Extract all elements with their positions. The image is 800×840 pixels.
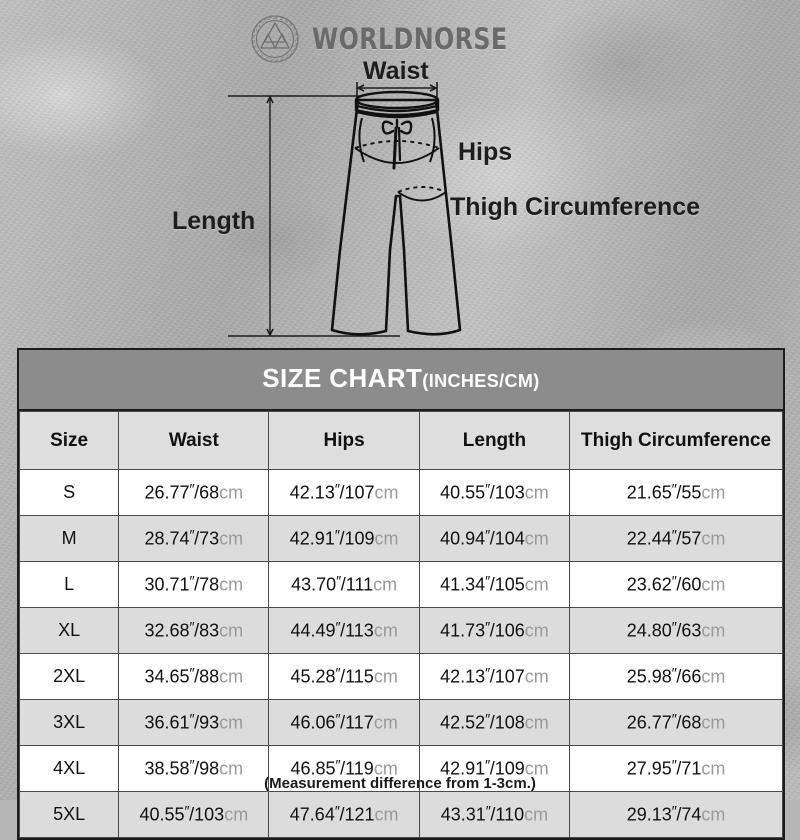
thigh-cell-5xl: 29.13″/74cm	[569, 791, 783, 838]
hips-cell-4xl: 46.85″/119cm	[268, 745, 420, 792]
waist-cell-3xl: 36.61″/93cm	[118, 699, 270, 746]
thigh-label: Thigh Circumference	[450, 193, 701, 221]
waist-cell-s: 26.77″/68cm	[118, 469, 270, 516]
size-cell-5xl: 5XL	[18, 791, 120, 838]
thigh-measure-ellipse	[397, 186, 447, 202]
drawstring-bow	[381, 118, 413, 170]
hips-cell-2xl: 45.28″/115cm	[268, 653, 420, 700]
table-row: 4XL 38.58″/98cm 46.85″/119cm 42.91″/109cm 27…	[18, 745, 783, 792]
table-header-row: Size Waist Hips Length Thigh Circumferen…	[18, 411, 783, 470]
length-cell-4xl: 42.91″/109cm	[418, 745, 571, 792]
size-cell-3xl: 3XL	[18, 699, 120, 746]
column-header-hips: Hips	[268, 411, 420, 470]
column-header-size: Size	[18, 411, 120, 470]
waist-label: Waist	[363, 57, 429, 85]
size-chart-table: Size Waist Hips Length Thigh Circumferen…	[18, 411, 783, 838]
size-chart-title-main: SIZE CHART	[262, 363, 423, 393]
length-cell-l: 41.34″/105cm	[418, 561, 571, 608]
length-label: Length	[172, 207, 256, 235]
thigh-cell-3xl: 26.77″/68cm	[569, 699, 783, 746]
size-cell-m: M	[18, 515, 120, 562]
table-row: M 28.74″/73cm 42.91″/109cm 40.94″/104cm 22.4…	[18, 515, 783, 562]
hips-measure-ellipse	[354, 140, 440, 164]
thigh-cell-l: 23.62″/60cm	[569, 561, 783, 608]
size-chart-title: SIZE CHART(INCHES/CM)	[19, 350, 783, 411]
table-row: 5XL 40.55″/103cm 47.64″/121cm 43.31″/110cm 2…	[18, 791, 783, 838]
waist-cell-2xl: 34.65″/88cm	[118, 653, 270, 700]
length-cell-m: 40.94″/104cm	[418, 515, 571, 562]
hips-cell-xl: 44.49″/113cm	[268, 607, 420, 654]
valknut-logo-icon	[251, 15, 299, 63]
size-cell-s: S	[18, 469, 120, 516]
pants-outline	[330, 98, 462, 336]
column-header-waist: Waist	[118, 411, 270, 470]
table-row: 3XL 36.61″/93cm 46.06″/117cm 42.52″/108cm 26…	[18, 699, 783, 746]
column-header-length: Length	[418, 411, 571, 470]
table-row: 2XL 34.65″/88cm 45.28″/115cm 42.13″/107cm 25…	[18, 653, 783, 700]
hips-cell-3xl: 46.06″/117cm	[268, 699, 420, 746]
waist-cell-5xl: 40.55″/103cm	[118, 791, 270, 838]
thigh-cell-xl: 24.80″/63cm	[569, 607, 783, 654]
waist-cell-l: 30.71″/78cm	[118, 561, 270, 608]
table-row: L 30.71″/78cm 43.70″/111cm 41.34″/105cm 23.6…	[18, 561, 783, 608]
hips-cell-l: 43.70″/111cm	[268, 561, 420, 608]
pants-pockets	[358, 117, 436, 163]
thigh-cell-2xl: 25.98″/66cm	[569, 653, 783, 700]
hips-cell-5xl: 47.64″/121cm	[268, 791, 420, 838]
pants-waistband	[354, 90, 440, 119]
size-cell-xl: XL	[18, 607, 120, 654]
thigh-cell-s: 21.65″/55cm	[569, 469, 783, 516]
size-cell-4xl: 4XL	[18, 745, 120, 792]
length-cell-5xl: 43.31″/110cm	[418, 791, 571, 838]
size-cell-2xl: 2XL	[18, 653, 120, 700]
length-dimension-line	[228, 95, 400, 337]
length-cell-2xl: 42.13″/107cm	[418, 653, 571, 700]
column-header-thigh: Thigh Circumference	[569, 411, 783, 470]
hips-label: Hips	[458, 138, 513, 166]
waist-cell-m: 28.74″/73cm	[118, 515, 270, 562]
brand-header: WORLDNORSE	[0, 14, 800, 64]
size-cell-l: L	[18, 561, 120, 608]
thigh-cell-m: 22.44″/57cm	[569, 515, 783, 562]
size-chart-table-container: SIZE CHART(INCHES/CM) Size Waist Hips Le…	[17, 348, 785, 840]
pants-measurement-diagram: Waist Hips Thigh Circumference Length	[0, 0, 800, 348]
waist-cell-4xl: 38.58″/98cm	[118, 745, 270, 792]
pants-illustration	[228, 82, 462, 337]
brand-name: WORLDNORSE	[311, 22, 508, 56]
hips-cell-s: 42.13″/107cm	[268, 469, 420, 516]
measurement-footnote: (Measurement difference from 1-3cm.)	[264, 775, 536, 792]
waist-cell-xl: 32.68″/83cm	[118, 607, 270, 654]
waist-dimension-line	[356, 82, 438, 99]
length-cell-s: 40.55″/103cm	[418, 469, 571, 516]
thigh-cell-4xl: 27.95″/71cm	[569, 745, 783, 792]
table-row: XL 32.68″/83cm 44.49″/113cm 41.73″/106cm 24.…	[18, 607, 783, 654]
length-cell-xl: 41.73″/106cm	[418, 607, 571, 654]
length-cell-3xl: 42.52″/108cm	[418, 699, 571, 746]
table-row: S 26.77″/68cm 42.13″/107cm 40.55″/103cm 21.6…	[18, 469, 783, 516]
size-chart-title-units: (INCHES/CM)	[422, 371, 540, 391]
hips-cell-m: 42.91″/109cm	[268, 515, 420, 562]
